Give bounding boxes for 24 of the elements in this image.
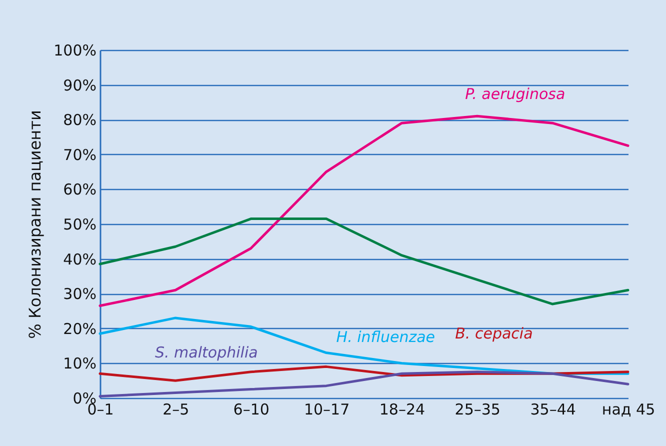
y-tick-label: 70%: [63, 146, 96, 164]
series-label: S. maltophilia: [155, 343, 258, 362]
series-label: H. influenzae: [336, 328, 436, 346]
y-tick-label: 100%: [54, 42, 96, 60]
x-tick-label: 2–5: [162, 400, 190, 418]
text: B. cepacia: [455, 324, 533, 343]
line-series: [98, 218, 630, 306]
x-tick-label: 6–10: [233, 400, 270, 418]
y-tick-label: 80%: [63, 111, 96, 130]
y-tick-label: 50%: [63, 216, 96, 234]
x-tick-label: 10–17: [304, 400, 350, 418]
x-tick-label: 18–24: [379, 400, 426, 418]
line-series: [98, 114, 630, 308]
y-tick-label: 40%: [63, 250, 96, 268]
y-tick-label: 90%: [63, 76, 96, 94]
y-tick-label: 10%: [63, 354, 96, 373]
y-tick-label: 60%: [63, 180, 96, 199]
series-label: P. aeruginosa: [465, 85, 566, 104]
y-axis-title: % Колонизирани пациенти: [26, 110, 45, 339]
x-tick-label: 25–35: [454, 400, 500, 418]
y-tick-label: 30%: [63, 285, 96, 304]
x-tick-label: 35–44: [530, 400, 576, 418]
x-tick-label: над 45: [602, 400, 656, 418]
y-tick-label: 20%: [63, 320, 96, 338]
